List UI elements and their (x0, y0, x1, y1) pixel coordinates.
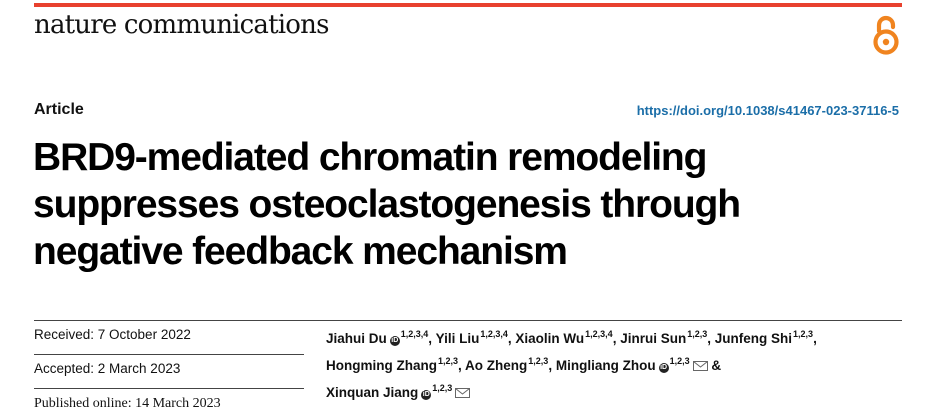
author-name[interactable]: Jiahui Du (326, 331, 387, 346)
author-name[interactable]: Yili Liu (435, 331, 480, 346)
author-list: Jiahui Du iD1,2,3,4, Yili Liu1,2,3,4, Xia… (326, 323, 906, 404)
article-title: BRD9-mediated chromatin remodeling suppr… (33, 134, 893, 275)
orcid-icon[interactable]: iD (389, 336, 400, 346)
title-line: BRD9-mediated chromatin remodeling (33, 136, 707, 179)
author-separator: , (428, 331, 433, 346)
author-separator: & (707, 358, 722, 373)
mail-icon[interactable] (692, 361, 708, 371)
affiliation-marks: 1,2,3 (528, 356, 549, 366)
divider (34, 354, 304, 355)
title-line: negative feedback mechanism (33, 230, 568, 273)
author-line: Hongming Zhang1,2,3, Ao Zheng1,2,3, Ming… (326, 350, 906, 377)
author-name[interactable]: Junfeng Shi (714, 331, 793, 346)
affiliation-marks: 1,2,3,4 (480, 329, 508, 339)
mail-icon[interactable] (455, 388, 471, 398)
published-date: Published online: 14 March 2023 (34, 396, 221, 411)
author-name[interactable]: Xinquan Jiang (326, 385, 419, 400)
affiliation-marks: 1,2,3 (437, 356, 459, 366)
affiliation-marks: 1,2,3,4 (585, 329, 613, 339)
author-separator: , (612, 331, 617, 346)
author-name[interactable]: Ao Zheng (465, 358, 528, 373)
author-separator: , (707, 331, 712, 346)
journal-name[interactable]: nature communications (34, 10, 329, 40)
divider (34, 320, 902, 321)
author-separator: , (507, 331, 512, 346)
author-name[interactable]: Xiaolin Wu (515, 331, 585, 346)
article-type: Article (34, 101, 84, 118)
affiliation-marks: 1,2,3 (432, 383, 453, 393)
divider (34, 388, 304, 389)
author-separator: , (813, 331, 817, 346)
title-line: suppresses osteoclastogenesis through (33, 183, 741, 226)
accepted-date: Accepted: 2 March 2023 (34, 361, 181, 376)
orcid-icon[interactable]: iD (421, 390, 432, 400)
author-name[interactable]: Hongming Zhang (326, 358, 437, 373)
author-separator: , (548, 358, 553, 373)
author-line: Jiahui Du iD1,2,3,4, Yili Liu1,2,3,4, Xia… (326, 323, 906, 350)
received-date: Received: 7 October 2022 (34, 327, 191, 342)
doi-link[interactable]: https://doi.org/10.1038/s41467-023-37116… (636, 103, 899, 118)
brand-bar (34, 3, 902, 7)
author-line: Xinquan Jiang iD1,2,3 (326, 377, 906, 404)
author-name[interactable]: Mingliang Zhou (555, 358, 656, 373)
orcid-icon[interactable]: iD (658, 363, 669, 373)
author-separator: , (458, 358, 462, 373)
affiliation-marks: 1,2,3 (687, 329, 708, 339)
affiliation-marks: 1,2,3 (669, 356, 690, 366)
affiliation-marks: 1,2,3,4 (400, 329, 429, 339)
affiliation-marks: 1,2,3 (793, 329, 814, 339)
author-name[interactable]: Jinrui Sun (620, 331, 687, 346)
open-access-icon (873, 15, 899, 55)
